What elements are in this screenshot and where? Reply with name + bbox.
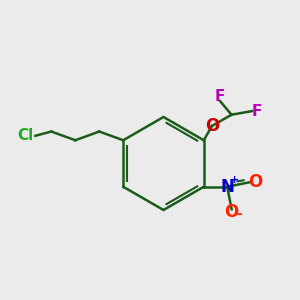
Text: Cl: Cl	[18, 128, 34, 143]
Text: O: O	[248, 173, 262, 191]
Text: O: O	[205, 117, 219, 135]
Text: N: N	[220, 178, 234, 196]
Text: +: +	[230, 175, 239, 185]
Text: -: -	[236, 207, 242, 221]
Text: F: F	[215, 89, 225, 104]
Text: O: O	[224, 203, 239, 221]
Text: F: F	[251, 103, 262, 118]
